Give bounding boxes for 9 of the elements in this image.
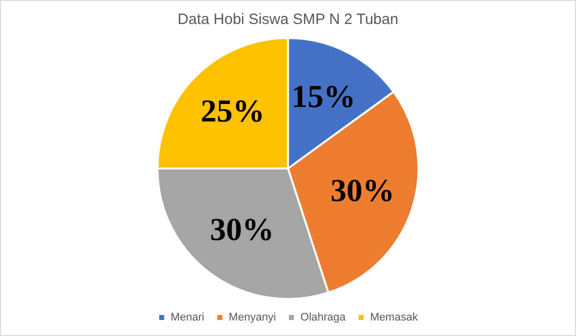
legend-label: Menyanyi xyxy=(228,312,276,324)
legend-label: Olahraga xyxy=(300,312,347,324)
data-label: 30% xyxy=(330,172,394,208)
chart-title: Data Hobi Siswa SMP N 2 Tuban xyxy=(178,11,398,28)
data-label: 15% xyxy=(292,78,356,114)
legend-label: Memasak xyxy=(370,312,418,324)
data-label: 30% xyxy=(210,211,274,248)
legend-label: Menari xyxy=(170,312,204,324)
data-label: 25% xyxy=(200,92,265,128)
